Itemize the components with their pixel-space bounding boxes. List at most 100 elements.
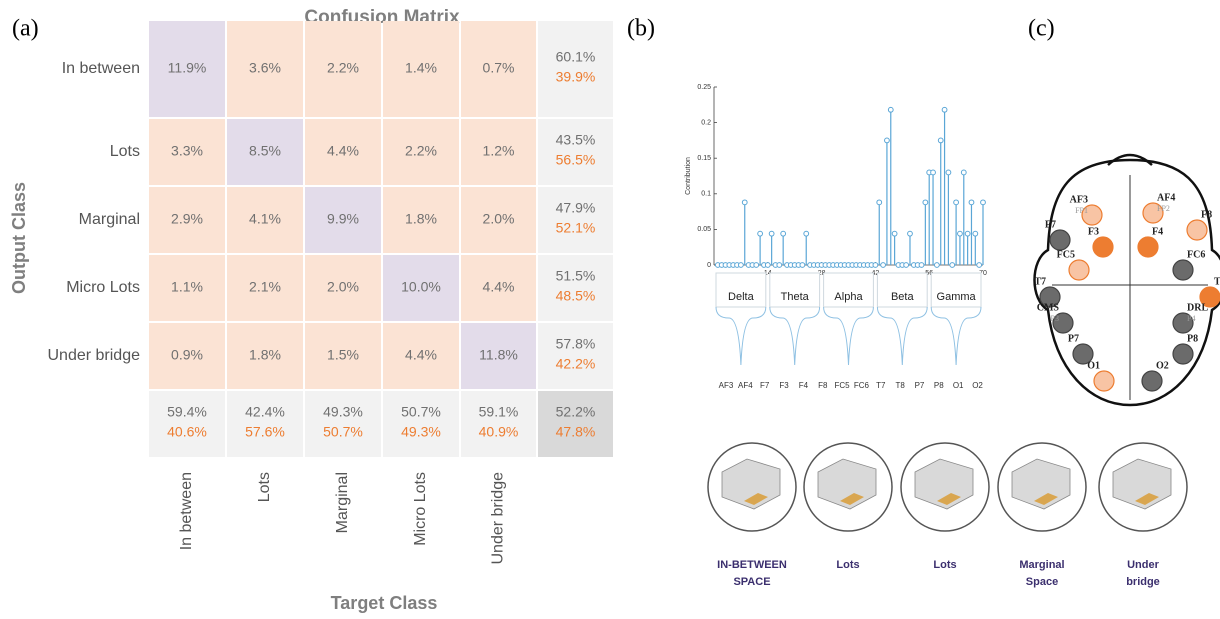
cell-label: 2.1%	[249, 279, 281, 295]
stem-head	[907, 230, 913, 237]
cell-label: 0.9%	[171, 347, 203, 363]
summary-error: 52.1%	[556, 220, 596, 236]
stem-head	[953, 199, 959, 206]
electrode	[1093, 370, 1115, 392]
electrode	[1172, 343, 1194, 365]
row-summary	[538, 187, 613, 253]
icon-label: Lots	[933, 559, 956, 571]
electrode-label: P8	[1187, 333, 1198, 344]
cell	[305, 187, 381, 253]
stem-head	[980, 199, 986, 206]
row-summary	[538, 323, 613, 389]
stem-head	[941, 106, 948, 113]
band-box	[769, 272, 821, 308]
x-tick-label: 56	[925, 270, 933, 277]
stem-head	[872, 262, 879, 268]
summary-error: 57.6%	[245, 424, 285, 440]
stem-head	[933, 262, 940, 268]
channel-label: F8	[818, 381, 828, 390]
cell-label: 4.4%	[405, 347, 437, 363]
y-tick-label: 0.2	[701, 119, 711, 126]
electrode-label: FC5	[1057, 249, 1075, 260]
x-tick-label: 42	[872, 270, 880, 277]
icon-label: Marginal	[1019, 559, 1064, 571]
channel-label: P7	[915, 381, 925, 390]
icon-space	[1135, 493, 1159, 505]
column-summary	[227, 391, 303, 457]
band-box	[823, 272, 874, 308]
summary-error: 56.5%	[556, 152, 596, 168]
stem-head	[964, 230, 971, 237]
cell	[227, 323, 303, 389]
electrode-sublabel: P4	[1187, 314, 1195, 323]
stem-head	[753, 262, 760, 268]
cell-label: 3.6%	[249, 60, 281, 76]
column-summary	[383, 391, 459, 457]
electrode	[1199, 286, 1220, 308]
electrode	[1172, 259, 1194, 281]
stem-head	[922, 199, 929, 206]
band-label: Delta	[728, 291, 755, 303]
cell-label: 3.3%	[171, 143, 203, 159]
cell-label: 9.9%	[327, 211, 359, 227]
summary-correct: 49.3%	[323, 404, 363, 420]
channel-label: F3	[779, 381, 789, 390]
column-label: In between	[178, 472, 195, 550]
cell	[149, 119, 225, 185]
channel-label: T7	[876, 381, 886, 390]
cell-label: 8.5%	[249, 143, 281, 159]
cell	[305, 323, 381, 389]
cell	[461, 21, 536, 117]
stem-head	[880, 262, 886, 268]
electrode-label: O1	[1087, 360, 1100, 371]
icon-space	[840, 493, 864, 505]
stem-head	[960, 169, 967, 176]
electrode-label: AF3	[1070, 194, 1088, 205]
brace	[930, 306, 982, 366]
summary-error: 39.9%	[556, 69, 596, 85]
cell	[461, 187, 536, 253]
summary-error: 40.9%	[479, 424, 519, 440]
band-label: Alpha	[834, 291, 863, 303]
channel-label: FC6	[854, 381, 870, 390]
stem-head	[876, 199, 883, 206]
cell-label: 1.8%	[405, 211, 437, 227]
electrode-label: CMS	[1037, 302, 1060, 313]
summary-error: 48.5%	[556, 288, 596, 304]
summary-correct: 60.1%	[556, 49, 596, 65]
electrode	[1072, 343, 1094, 365]
x-tick-label: 14	[764, 270, 772, 277]
summary-correct: 59.4%	[167, 404, 207, 420]
cell	[305, 119, 381, 185]
cell	[383, 21, 459, 117]
cell-label: 4.1%	[249, 211, 281, 227]
summary-error: 49.3%	[401, 424, 441, 440]
stem-head	[937, 137, 944, 144]
electrode-label: F8	[1201, 209, 1212, 220]
summary-correct: 51.5%	[556, 268, 596, 284]
row-summary	[538, 255, 613, 321]
cell	[227, 119, 303, 185]
stem-head	[799, 262, 806, 268]
stem-head	[776, 262, 783, 268]
electrode	[1081, 204, 1103, 226]
band-box	[876, 272, 928, 308]
electrode	[1172, 312, 1194, 334]
row-label: Marginal	[79, 211, 140, 228]
cell	[149, 255, 225, 321]
summary-correct: 43.5%	[556, 132, 596, 148]
cell	[383, 255, 459, 321]
summary-correct: 50.7%	[401, 404, 441, 420]
cell-label: 11.8%	[479, 347, 518, 363]
panel-label: (b)	[627, 16, 655, 42]
stem-head	[976, 262, 983, 268]
head-outline	[1033, 158, 1220, 407]
electrode	[1052, 312, 1074, 334]
y-tick-label: 0.05	[697, 226, 711, 233]
electrode	[1142, 202, 1164, 224]
stem-head	[957, 230, 963, 237]
row-label: In between	[62, 60, 140, 77]
channel-label: O2	[972, 381, 983, 390]
stem-head	[768, 230, 775, 237]
electrode-label: DRL	[1187, 302, 1208, 313]
